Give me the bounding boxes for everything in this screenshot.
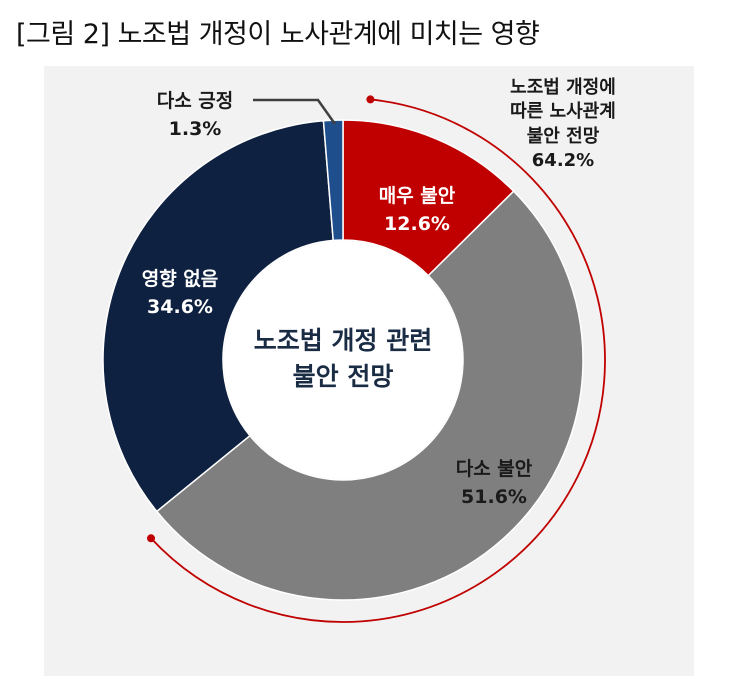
annotation-arc bbox=[150, 98, 606, 623]
slice-value: 51.6% bbox=[461, 485, 527, 508]
slice-label-no-effect: 영향 없음 34.6% bbox=[142, 266, 219, 321]
annotation-line: 따른 노사관계 bbox=[510, 101, 616, 123]
slice-label-very-anxious: 매우 불안 12.6% bbox=[379, 183, 456, 238]
leader-line bbox=[253, 98, 337, 125]
annotation-line: 불안 전망 bbox=[526, 125, 600, 147]
donut-center-title-line1: 노조법 개정 관련 bbox=[253, 326, 433, 355]
slice-name: 다소 긍정 bbox=[156, 90, 234, 112]
donut-center-title: 노조법 개정 관련 불안 전망 bbox=[254, 323, 432, 396]
slice-name: 다소 불안 bbox=[455, 458, 533, 480]
slice-label-somewhat-positive: 다소 긍정 1.3% bbox=[157, 88, 234, 143]
annotation-arc-start-dot bbox=[366, 95, 375, 104]
slice-value: 1.3% bbox=[168, 117, 222, 140]
figure-title: [그림 2] 노조법 개정이 노사관계에 미치는 영향 bbox=[16, 19, 540, 50]
slice-value: 12.6% bbox=[384, 212, 450, 235]
annotation-arc-end-dot bbox=[147, 534, 156, 543]
anxiety-total-annotation: 노조법 개정에 따른 노사관계 불안 전망 64.2% bbox=[510, 76, 616, 173]
slice-name: 영향 없음 bbox=[141, 268, 219, 290]
donut-center-title-line2: 불안 전망 bbox=[292, 362, 394, 392]
slice-somewhat-anxious bbox=[155, 190, 584, 601]
slice-no-effect bbox=[102, 119, 335, 513]
slice-somewhat-positive bbox=[322, 119, 344, 242]
slice-label-somewhat-anxious: 다소 불안 51.6% bbox=[456, 456, 533, 511]
slice-name: 매우 불안 bbox=[378, 185, 456, 207]
donut-hole bbox=[224, 241, 462, 479]
annotation-line: 노조법 개정에 bbox=[510, 77, 616, 98]
annotation-value: 64.2% bbox=[531, 149, 595, 171]
slice-value: 34.6% bbox=[147, 295, 213, 318]
